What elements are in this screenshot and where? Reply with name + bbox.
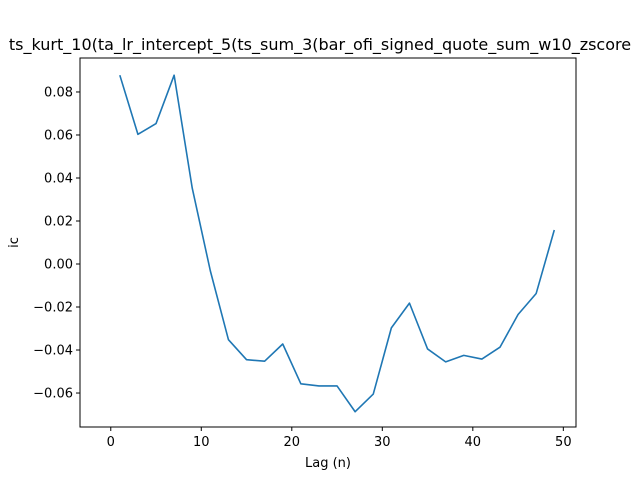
series-line: [119, 74, 556, 413]
y-tick-label: −0.02: [33, 301, 73, 316]
y-tick-label: −0.06: [33, 387, 73, 402]
y-axis: −0.06 −0.04 −0.02 0.00 0.02 0.04 0.06 0.08: [33, 85, 80, 402]
y-tick-label: 0.00: [44, 258, 73, 273]
plot-area: [79, 57, 577, 428]
x-tick-label: 40: [465, 435, 482, 450]
x-tick-label: 50: [555, 435, 572, 450]
x-axis-label: Lag (n): [305, 456, 351, 471]
x-tick-label: 30: [374, 435, 391, 450]
chart-title: ts_kurt_10(ta_lr_intercept_5(ts_sum_3(ba…: [9, 35, 631, 55]
y-tick-label: 0.08: [44, 85, 73, 100]
y-tick-label: 0.04: [44, 171, 73, 186]
y-tick-label: 0.02: [44, 214, 73, 229]
x-tick-label: 10: [193, 435, 210, 450]
y-axis-label: ic: [7, 237, 22, 248]
x-axis: 0 10 20 30 40 50: [107, 427, 572, 450]
y-tick-label: 0.06: [44, 128, 73, 143]
x-tick-label: 20: [284, 435, 301, 450]
x-tick-label: 0: [107, 435, 115, 450]
y-tick-label: −0.04: [33, 344, 73, 359]
